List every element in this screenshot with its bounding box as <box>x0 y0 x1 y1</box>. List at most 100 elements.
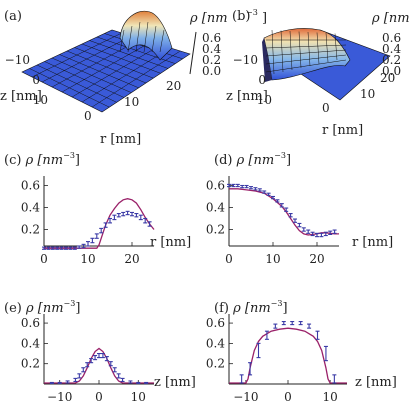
error-bar <box>64 246 68 250</box>
error-bar <box>108 217 112 224</box>
theory-curve <box>44 198 155 249</box>
x-tick-label: 0 <box>284 390 292 404</box>
y-axis-bracket: ] <box>75 301 80 316</box>
plateau-line <box>265 49 347 57</box>
error-bar <box>281 321 286 326</box>
y-axis-bracket: ] <box>282 301 287 316</box>
error-bar <box>257 188 262 192</box>
panel-label: (d) <box>214 153 237 168</box>
x-tick-label: 0 <box>95 390 103 404</box>
error-bar <box>332 229 337 234</box>
surface-side <box>262 38 272 82</box>
y-axis-label-exp: −3 <box>64 299 76 308</box>
ridge-line <box>143 21 149 53</box>
y-axis-label: ρ [nm <box>236 153 275 168</box>
x-axis-ticks: 0 10 20 <box>84 79 181 123</box>
x-axis-label: r [nm] <box>100 132 141 147</box>
y-axis-label: z [nm] <box>226 89 268 104</box>
error-bar <box>253 187 258 191</box>
error-bar <box>94 233 99 239</box>
panel-label: (f) <box>214 301 233 316</box>
panel-title: (d) ρ [nm−3] <box>214 151 291 168</box>
y-tick-label: 10 <box>257 93 272 107</box>
error-bar <box>93 355 98 361</box>
x-tick-label: 0 <box>40 252 48 266</box>
y-tick-label: 0.2 <box>206 357 225 371</box>
grid-line <box>71 44 161 98</box>
error-bar <box>249 186 253 190</box>
x-axis-ticks: 0 10 20 <box>322 71 395 115</box>
panel-title: (f) ρ [nm−3] <box>214 299 288 316</box>
error-bar <box>307 323 312 329</box>
x-axis-label: r [nm] <box>352 235 393 250</box>
error-bar <box>290 321 295 326</box>
z-tick-label: 0.4 <box>382 42 401 56</box>
error-bar <box>239 374 244 384</box>
error-bar <box>72 246 77 250</box>
x-tick-label: 0 <box>322 101 330 115</box>
plateau-line <box>334 33 338 61</box>
z-tick-label: 0.2 <box>202 53 221 67</box>
error-bar <box>112 214 117 221</box>
x-tick-label: 0 <box>84 109 92 123</box>
error-bar <box>108 361 113 367</box>
error-bar <box>298 321 303 326</box>
ridge-line <box>151 25 157 53</box>
plateau-line <box>289 30 293 71</box>
plateau-line <box>280 30 284 73</box>
error-bar <box>319 232 324 238</box>
z-tick-label: 0.4 <box>202 42 221 56</box>
error-bar <box>138 214 143 221</box>
error-bar <box>55 246 60 250</box>
x-axis-label: r [nm] <box>322 123 363 138</box>
error-bar <box>116 213 121 218</box>
plateau-line <box>316 32 320 65</box>
plateau-line <box>265 54 347 65</box>
panel-e-chart: (e) ρ [nm−3] 0.2 0.4 0.6 −10 0 10 z [nm] <box>4 299 196 404</box>
ridge-line <box>127 25 133 53</box>
theory-curve <box>229 327 347 384</box>
error-bar <box>266 192 271 196</box>
y-tick-label: −10 <box>233 53 258 67</box>
error-bar <box>310 231 315 237</box>
x-tick-label: 10 <box>80 252 95 266</box>
x-tick-label: 20 <box>309 252 324 266</box>
grid-line <box>31 32 122 78</box>
error-bar <box>99 227 104 234</box>
panel-label: (c) <box>4 153 26 168</box>
x-axis-label: z [nm] <box>154 375 196 390</box>
error-bar <box>147 221 152 227</box>
error-bar <box>332 374 337 384</box>
error-bar <box>120 377 125 383</box>
error-bar <box>315 232 319 238</box>
y-tick-label: 0.2 <box>21 223 40 237</box>
plateau-line <box>298 31 302 69</box>
panel-label: (a) <box>4 9 22 24</box>
z-axis-ticks: 0.60.40.20.0 <box>189 31 221 78</box>
error-bar <box>256 342 261 359</box>
error-bar <box>97 352 101 359</box>
error-bar <box>143 217 148 224</box>
error-bar <box>73 377 78 383</box>
error-bar <box>279 203 284 208</box>
error-bar <box>125 210 130 216</box>
error-bar <box>306 229 311 234</box>
plateau-line <box>265 59 347 73</box>
error-bar <box>293 218 297 223</box>
surface-plateau-lines <box>265 29 347 75</box>
z-tick-label: 0.6 <box>382 31 401 45</box>
error-bar <box>77 373 82 379</box>
error-bar <box>262 190 267 194</box>
x-tick-label: 20 <box>166 79 181 93</box>
error-bar <box>104 356 109 362</box>
y-axis-ticks: −100 10 <box>5 53 48 107</box>
error-bar <box>328 230 333 235</box>
error-bar <box>144 381 149 385</box>
x-tick-label: −10 <box>47 390 72 404</box>
y-axis-label: ρ [nm <box>232 301 271 316</box>
y-tick-label: 0.2 <box>206 223 225 237</box>
surface-ridge-lines <box>119 21 165 53</box>
error-bar <box>50 246 55 250</box>
